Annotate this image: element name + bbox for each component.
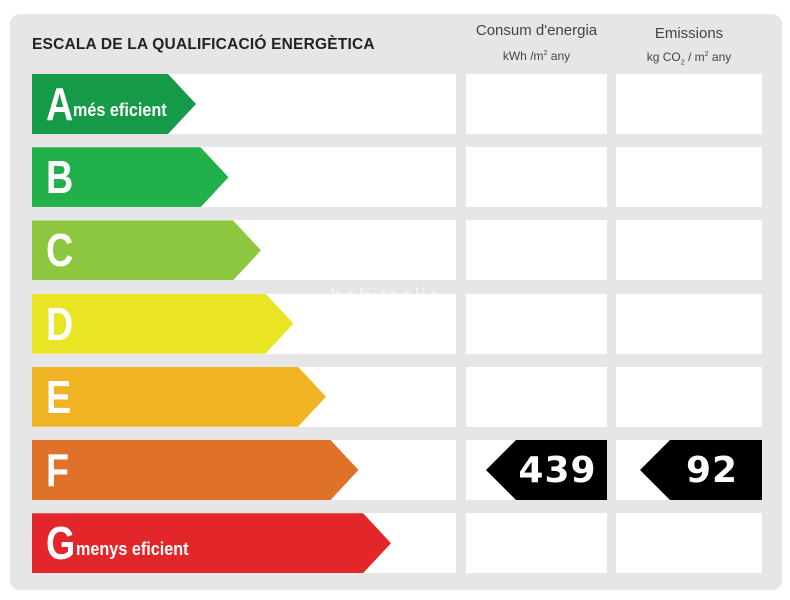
class-letter: C	[46, 224, 74, 277]
consum-cell	[466, 293, 607, 354]
consum-cell	[466, 147, 607, 208]
emis-cell	[616, 147, 762, 208]
class-arrow-d: D	[32, 293, 294, 354]
consum-rating-value: 439	[518, 449, 597, 491]
emis-cell	[616, 293, 762, 354]
consum-column-header: Consum d'energia kWh /m2 any	[466, 22, 607, 64]
emissions-column-header: Emissions kg CO2 / m2 any	[616, 25, 762, 71]
energy-class-row-d: D	[0, 293, 790, 354]
class-letter: F	[46, 444, 70, 496]
consum-cell	[466, 513, 607, 574]
class-letter: E	[46, 370, 72, 423]
consum-header-unit: kWh /m2 any	[502, 49, 571, 63]
consum-cell	[466, 74, 607, 134]
emissions-rating-value: 92	[685, 449, 739, 491]
class-letter: A	[46, 78, 74, 130]
energy-class-row-f: F 439 92	[0, 440, 790, 500]
emissions-rating-tag: 92	[640, 440, 762, 500]
class-description: menys eficient	[75, 538, 189, 559]
energy-class-row-e: E	[0, 366, 790, 427]
class-letter: G	[46, 517, 76, 570]
energy-class-row-b: B	[0, 147, 790, 208]
class-arrow-f: F	[32, 440, 359, 500]
class-arrow-c: C	[32, 220, 261, 281]
emis-cell	[616, 220, 762, 281]
class-arrow-b: B	[32, 147, 229, 208]
watermark: habitaclia	[330, 284, 442, 311]
emis-cell	[616, 74, 762, 134]
emissions-header-unit: kg CO2 / m2 any	[646, 50, 732, 67]
consum-rating-tag: 439	[486, 440, 607, 500]
class-arrow-e: E	[32, 366, 326, 427]
chart-title: ESCALA DE LA QUALIFICACIÓ ENERGÈTICA	[32, 36, 375, 53]
class-letter: B	[46, 151, 74, 204]
emissions-header-label: Emissions	[654, 25, 724, 42]
class-letter: D	[46, 297, 74, 350]
consum-header-label: Consum d'energia	[475, 22, 598, 39]
emis-cell	[616, 366, 762, 427]
consum-cell	[466, 220, 607, 281]
energy-class-row-c: C	[0, 220, 790, 281]
class-description: més eficient	[73, 99, 167, 120]
consum-cell	[466, 366, 607, 427]
emis-cell	[616, 513, 762, 574]
